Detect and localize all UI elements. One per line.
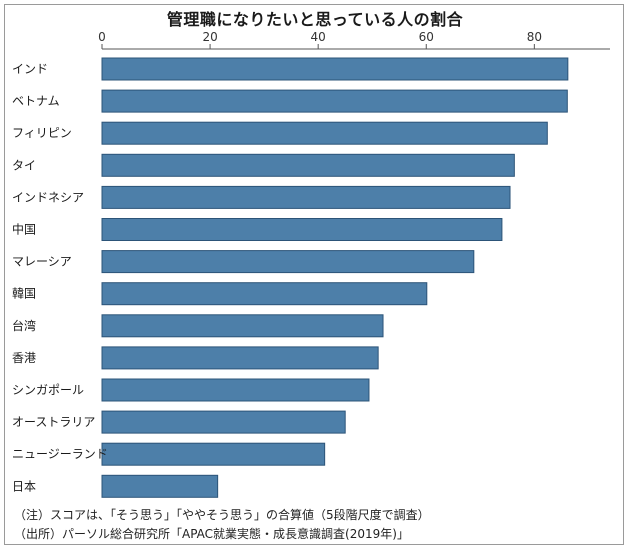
category-label: 日本 [12, 479, 36, 493]
footnotes: （注）スコアは、「そう思う」「ややそう思う」の合算値（5段階尺度で調査） （出所… [14, 506, 430, 544]
category-label: マレーシア [12, 255, 72, 269]
category-label: ベトナム [12, 94, 60, 108]
category-label: 香港 [12, 351, 36, 365]
bar-シンガポール [101, 378, 370, 402]
x-tick-label: 40 [311, 30, 326, 44]
bar-中国 [101, 218, 503, 241]
category-label: オーストラリア [12, 415, 95, 429]
bar-フィリピン [101, 121, 548, 145]
bar-日本 [101, 474, 219, 498]
x-tick-label: 80 [527, 30, 542, 44]
chart-title: 管理職になりたいと思っている人の割合 [166, 10, 464, 29]
bar-マレーシア [101, 250, 475, 274]
bar-タイ [101, 153, 515, 177]
category-label: 韓国 [12, 287, 36, 301]
x-tick-label: 20 [202, 30, 217, 44]
bar-ニュージーランド [101, 442, 326, 466]
bar-台湾 [101, 314, 384, 338]
bar-オーストラリア [101, 410, 346, 434]
footnote-note: （注）スコアは、「そう思う」「ややそう思う」の合算値（5段階尺度で調査） [14, 508, 430, 522]
category-label: インド [12, 62, 48, 76]
category-label: シンガポール [12, 383, 84, 397]
bar-香港 [101, 346, 379, 370]
bar-インドネシア [101, 185, 511, 209]
category-label: タイ [12, 158, 36, 172]
bar-ベトナム [101, 89, 568, 113]
footnote-source: （出所）パーソル総合研究所「APAC就業実態・成長意識調査(2019年)」 [14, 527, 409, 541]
x-tick-label: 0 [98, 30, 106, 44]
category-label: インドネシア [12, 190, 84, 204]
category-label: 台湾 [12, 318, 36, 333]
bar-インド [101, 57, 569, 81]
category-label: ニュージーランド [12, 447, 108, 461]
x-tick-label: 60 [419, 30, 434, 44]
bar-韓国 [101, 282, 428, 306]
category-label: フィリピン [12, 126, 72, 140]
category-label: 中国 [12, 222, 36, 237]
